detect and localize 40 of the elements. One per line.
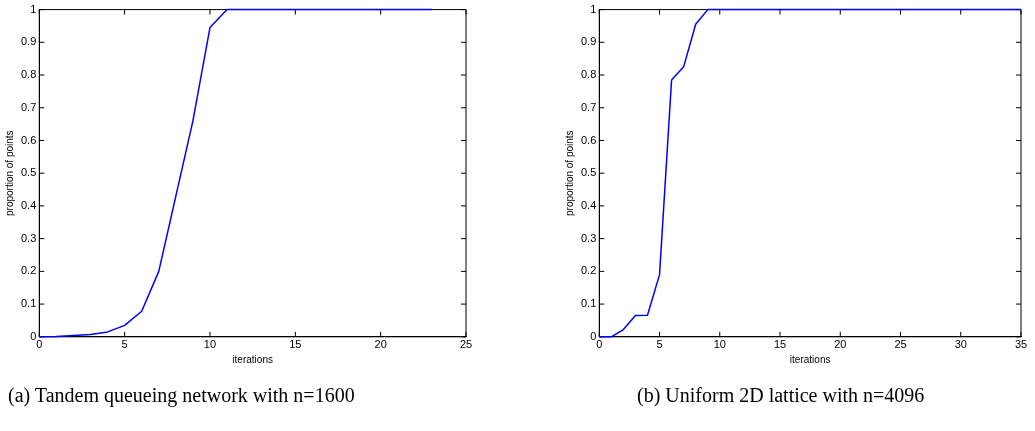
x-tick-label: 25 (459, 338, 473, 351)
y-tick-label: 0.3 (580, 231, 597, 244)
y-tick-label: 0.9 (580, 35, 597, 48)
x-tick-label: 15 (289, 338, 302, 351)
x-tick-label: 10 (203, 338, 217, 351)
x-tick-label: 10 (713, 338, 726, 351)
y-tick-label: 0.7 (580, 100, 597, 113)
y-tick-label: 0.1 (580, 297, 597, 310)
y-tick-label: 0.7 (20, 100, 37, 113)
y-tick-label: 0.4 (580, 198, 597, 211)
y-tick-label: 0.1 (20, 297, 37, 310)
x-tick-label: 30 (954, 338, 967, 351)
y-tick-label: 0 (30, 329, 37, 342)
x-tick-label: 20 (834, 338, 847, 351)
y-tick-label: 0.4 (20, 198, 37, 211)
y-tick-label: 0.2 (20, 264, 37, 277)
text: (a) Tandem queueing network with n=1600 (8, 384, 355, 407)
x-tick-label: 5 (656, 338, 663, 351)
y-tick-label: 0 (590, 329, 597, 342)
y-tick-label: 0.6 (20, 133, 37, 146)
y-tick-label: 0.6 (580, 133, 597, 146)
x-tick-label: 5 (121, 338, 128, 351)
x-axis-title: iterations (789, 353, 831, 365)
x-tick-label: 25 (894, 338, 907, 351)
x-tick-label: 35 (1014, 338, 1028, 351)
y-axis-title: proportion of points (563, 130, 575, 217)
y-tick-label: 0.5 (20, 166, 37, 179)
y-tick-label: 0.5 (580, 166, 597, 179)
x-axis-title: iterations (232, 353, 273, 365)
y-tick-label: 0.3 (20, 231, 37, 244)
x-tick-label: 20 (374, 338, 387, 351)
y-tick-label: 1 (590, 2, 597, 15)
x-tick-label: 15 (773, 338, 787, 351)
y-tick-label: 1 (30, 2, 37, 15)
y-tick-label: 0.8 (580, 68, 597, 81)
y-axis-title: proportion of points (3, 130, 15, 217)
text: (b) Uniform 2D lattice with n=4096 (637, 384, 925, 407)
y-tick-label: 0.9 (20, 35, 37, 48)
y-tick-label: 0.2 (580, 264, 597, 277)
y-tick-label: 0.8 (20, 68, 37, 81)
